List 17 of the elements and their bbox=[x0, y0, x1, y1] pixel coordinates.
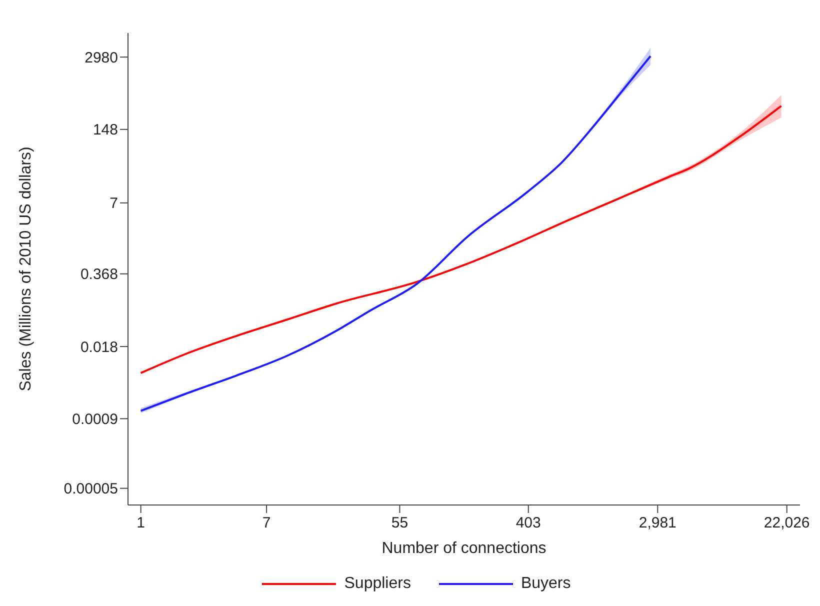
x-tick-label: 2,981 bbox=[638, 514, 676, 532]
y-tick-label: 0.00005 bbox=[64, 480, 118, 498]
y-tick-label: 148 bbox=[92, 122, 118, 139]
y-tick-label: 7 bbox=[110, 195, 118, 212]
y-axis-title: Sales (Millions of 2010 US dollars) bbox=[18, 146, 35, 392]
y-tick-label: 0.368 bbox=[80, 266, 118, 284]
x-tick-label: 403 bbox=[516, 514, 541, 532]
x-tick-label: 55 bbox=[391, 514, 408, 532]
y-tick-label: 0.0009 bbox=[72, 411, 118, 428]
x-tick-label: 1 bbox=[136, 514, 145, 532]
x-axis-title: Number of connections bbox=[382, 540, 546, 557]
y-tick-label: 2980 bbox=[84, 49, 118, 66]
legend-label: Suppliers bbox=[344, 575, 411, 593]
y-tick-label: 0.018 bbox=[80, 338, 118, 356]
x-tick-label: 22,026 bbox=[764, 514, 810, 532]
legend-label: Buyers bbox=[520, 575, 571, 593]
x-tick-label: 7 bbox=[262, 514, 271, 532]
